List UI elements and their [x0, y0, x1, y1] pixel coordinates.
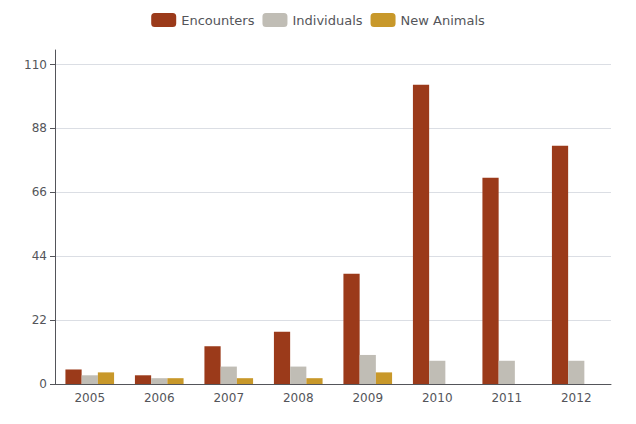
svg-text:2012: 2012 [561, 391, 592, 405]
svg-text:2010: 2010 [422, 391, 453, 405]
svg-text:66: 66 [32, 185, 47, 199]
svg-text:2007: 2007 [213, 391, 244, 405]
svg-text:2005: 2005 [74, 391, 105, 405]
svg-text:2008: 2008 [283, 391, 314, 405]
svg-text:0: 0 [39, 377, 47, 391]
svg-text:22: 22 [32, 313, 47, 327]
svg-text:Individuals: Individuals [292, 13, 362, 28]
svg-text:2011: 2011 [491, 391, 522, 405]
svg-text:Encounters: Encounters [181, 13, 254, 28]
svg-text:New Animals: New Animals [401, 13, 485, 28]
svg-text:2009: 2009 [352, 391, 383, 405]
svg-text:88: 88 [32, 121, 47, 135]
svg-text:110: 110 [24, 58, 47, 72]
svg-text:2006: 2006 [144, 391, 175, 405]
svg-text:44: 44 [32, 249, 47, 263]
